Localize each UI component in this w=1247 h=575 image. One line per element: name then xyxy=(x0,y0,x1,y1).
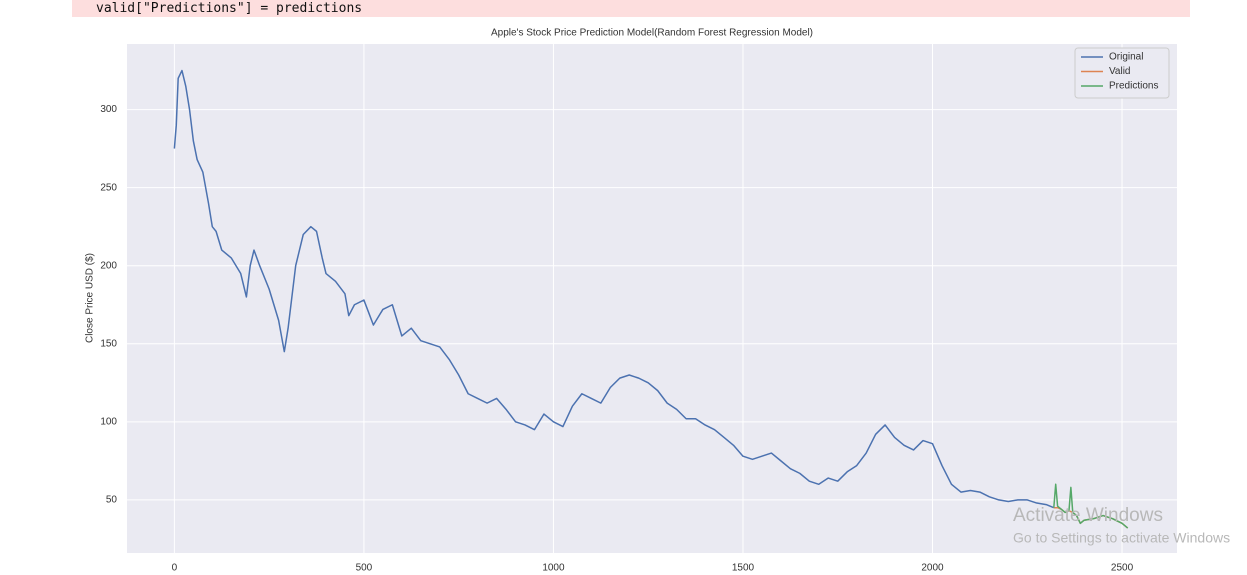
chart-title: Apple's Stock Price Prediction Model(Ran… xyxy=(491,28,813,39)
x-tick-label: 500 xyxy=(356,563,373,574)
y-tick-label: 150 xyxy=(100,338,117,349)
line-series xyxy=(173,69,1055,509)
legend-label: Valid xyxy=(1109,66,1131,77)
legend-label: Original xyxy=(1109,52,1143,63)
x-tick-label: 1500 xyxy=(732,563,755,574)
legend-label: Predictions xyxy=(1109,81,1158,92)
watermark-subtitle: Go to Settings to activate Windows xyxy=(1013,530,1230,546)
y-tick-label: 300 xyxy=(100,104,117,115)
y-tick-label: 200 xyxy=(100,260,117,271)
x-tick-label: 2500 xyxy=(1111,563,1134,574)
watermark-title: Activate Windows xyxy=(1013,505,1163,526)
y-tick-label: 50 xyxy=(106,495,118,506)
x-tick-label: 1000 xyxy=(542,563,565,574)
x-tick-label: 0 xyxy=(172,563,178,574)
plot-area xyxy=(127,44,1177,553)
x-tick-label: 2000 xyxy=(921,563,944,574)
y-tick-label: 100 xyxy=(100,416,117,427)
code-line: valid["Predictions"] = predictions xyxy=(96,1,363,16)
code-cell: valid["Predictions"] = predictions xyxy=(72,0,1190,17)
y-axis-label: Close Price USD ($) xyxy=(85,253,96,343)
y-tick-label: 250 xyxy=(100,182,117,193)
line-series xyxy=(1053,483,1129,529)
